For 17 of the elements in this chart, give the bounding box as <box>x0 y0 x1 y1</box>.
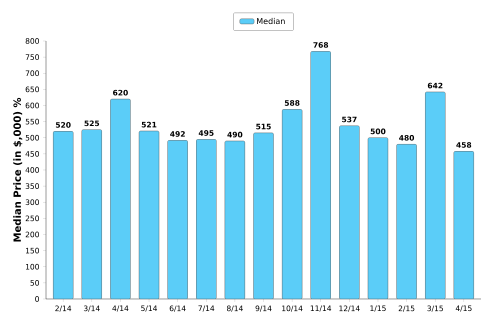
legend-label: Median <box>257 18 285 24</box>
y-axis-title: Median Price (in $,000) % <box>13 98 22 242</box>
bar <box>110 98 131 299</box>
bar <box>52 131 74 299</box>
bar <box>454 151 474 299</box>
bar <box>396 144 417 299</box>
bar <box>224 140 246 299</box>
bar <box>339 126 360 299</box>
bar <box>167 140 188 299</box>
bar <box>425 92 446 299</box>
bar <box>368 138 388 299</box>
bar <box>138 130 160 299</box>
bar <box>253 132 274 299</box>
bar <box>310 51 331 299</box>
bar <box>82 129 102 299</box>
bar <box>196 139 216 299</box>
bar <box>282 109 302 299</box>
